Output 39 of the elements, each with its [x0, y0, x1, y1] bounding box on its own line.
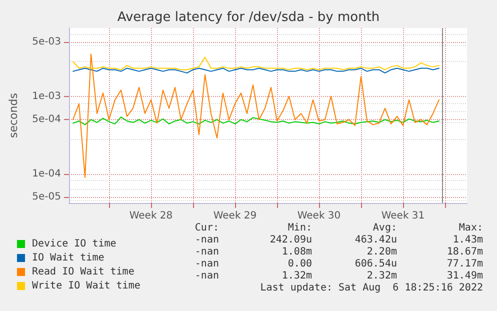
y-tick-label: 1e-04 — [32, 168, 61, 180]
text: 77.17m — [446, 258, 483, 270]
text: -nan — [194, 258, 219, 270]
text: Max: — [458, 222, 483, 234]
legend-label: Write IO Wait time — [32, 280, 140, 292]
x-tick-label: Week 31 — [381, 210, 425, 222]
y-axis-title: seconds — [7, 92, 20, 138]
text: 463.42u — [354, 234, 397, 246]
text: Min: — [288, 222, 312, 234]
text: 2.32m — [366, 270, 397, 282]
y-tick-label: 1e-03 — [32, 90, 61, 102]
chart-title: Average latency for /dev/sda - by month — [117, 10, 380, 25]
text: Last update: Sat Aug 6 18:25:16 2022 — [260, 282, 483, 294]
text: Cur: — [194, 222, 219, 234]
text: -nan — [194, 246, 219, 258]
text: 606.54u — [354, 258, 397, 270]
line-series — [72, 54, 440, 178]
text: 0.00 — [288, 258, 312, 270]
text: 242.09u — [270, 234, 312, 246]
text: Avg: — [372, 222, 397, 234]
x-tick-label: Week 30 — [297, 210, 341, 222]
text: -nan — [194, 270, 219, 282]
text: 2.20m — [366, 246, 397, 258]
x-tick-label: Week 29 — [213, 210, 257, 222]
line-series — [72, 116, 440, 126]
legend-label: Device IO time — [32, 238, 116, 250]
x-tick-label: Week 28 — [129, 210, 173, 222]
text: 1.08m — [282, 246, 312, 258]
text: 1.32m — [282, 270, 312, 282]
legend-label: Read IO Wait time — [32, 266, 134, 278]
text: 31.49m — [446, 270, 483, 282]
legend-label: IO Wait time — [32, 252, 104, 264]
text: 18.67m — [446, 246, 483, 258]
text: 1.43m — [452, 234, 483, 246]
text: -nan — [194, 234, 219, 246]
y-tick-label: 5e-04 — [32, 114, 61, 126]
y-tick-label: 5e-03 — [32, 36, 61, 48]
line-series — [72, 56, 440, 70]
y-tick-label: 5e-05 — [32, 192, 61, 203]
